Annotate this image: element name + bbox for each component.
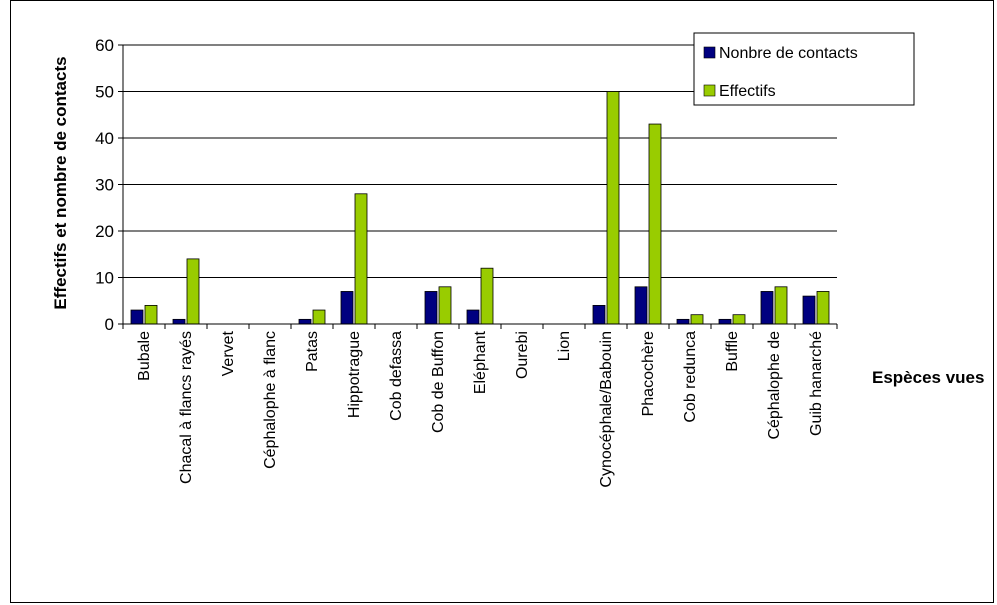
x-tick-label: Cob defassa	[388, 331, 405, 421]
y-tick-label: 10	[95, 269, 114, 288]
x-tick-label: Buffle	[724, 331, 741, 372]
x-tick-label: Ourebi	[514, 331, 531, 379]
bar-effectifs	[606, 91, 620, 325]
bar-effectifs	[144, 304, 158, 325]
bar-contacts	[172, 318, 186, 325]
x-tick-label: Patas	[304, 331, 321, 372]
x-axis-label: Espèces vues	[872, 368, 984, 387]
y-axis-label: Effectifs et nombre de contacts	[51, 56, 70, 309]
x-tick-label: Cob redunca	[682, 331, 699, 423]
x-tick-label: Bubale	[136, 331, 153, 381]
bar-effectifs	[774, 286, 788, 325]
y-tick-label: 0	[105, 315, 114, 334]
y-tick-label: 20	[95, 222, 114, 241]
legend-label-contacts: Nonbre de contacts	[719, 45, 858, 62]
x-tick-label: Guib hanarché	[808, 331, 825, 436]
legend-swatch-effectifs	[703, 84, 716, 97]
bar-contacts	[466, 309, 480, 325]
x-tick-label: Cob de Buffon	[430, 331, 447, 433]
bar-contacts	[424, 291, 438, 325]
y-tick-label: 50	[95, 83, 114, 102]
bar-effectifs	[690, 314, 704, 325]
legend-label-effectifs: Effectifs	[719, 83, 776, 100]
bar-effectifs	[648, 123, 662, 325]
bar-contacts	[760, 291, 774, 325]
y-tick-label: 30	[95, 176, 114, 195]
bar-contacts	[802, 295, 816, 325]
y-tick-label: 40	[95, 129, 114, 148]
bar-effectifs	[816, 291, 830, 325]
x-tick-label: Céphalophe de	[766, 331, 783, 440]
x-tick-label: Céphalophe à flanc	[262, 331, 279, 469]
y-tick-label: 60	[95, 36, 114, 55]
x-tick-label: Hippotrague	[346, 331, 363, 418]
x-tick-label: Vervet	[220, 330, 237, 376]
bar-contacts	[298, 318, 312, 325]
bar-contacts	[718, 318, 732, 325]
bar-contacts	[340, 291, 354, 325]
bar-contacts	[592, 304, 606, 325]
bar-effectifs	[354, 193, 368, 325]
x-tick-label: Lion	[556, 331, 573, 361]
bar-contacts	[634, 286, 648, 325]
bar-effectifs	[312, 309, 326, 325]
bar-contacts	[130, 309, 144, 325]
bar-effectifs	[480, 267, 494, 325]
x-tick-label: Chacal à flancs rayés	[178, 331, 195, 484]
legend-swatch-contacts	[703, 46, 716, 59]
bar-contacts	[676, 318, 690, 325]
x-tick-label: Cynocéphale/Babouin	[598, 331, 615, 488]
bar-effectifs	[438, 286, 452, 325]
x-tick-label: Eléphant	[472, 330, 489, 394]
x-tick-label: Phacochère	[640, 331, 657, 416]
bar-effectifs	[732, 314, 746, 325]
bar-effectifs	[186, 258, 200, 325]
legend: Nonbre de contacts Effectifs	[693, 32, 915, 106]
